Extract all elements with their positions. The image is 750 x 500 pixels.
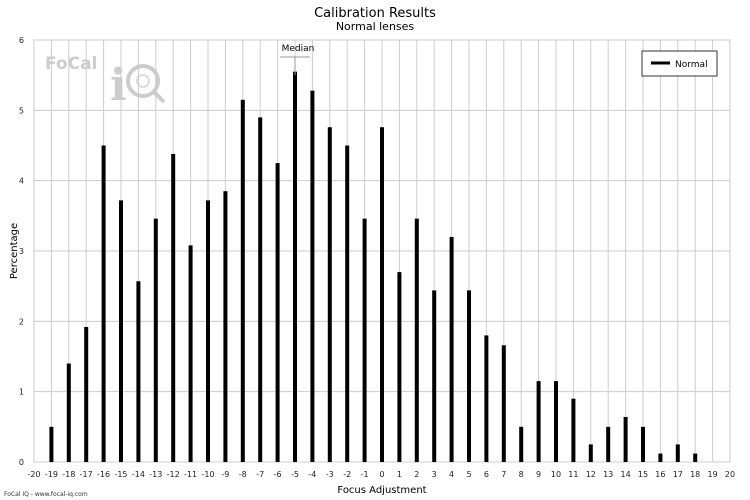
x-tick-label: 5 <box>466 470 471 479</box>
watermark-logo: FoCal i <box>45 54 166 111</box>
y-axis-label: Percentage <box>9 223 20 279</box>
x-tick-label: -17 <box>80 470 93 479</box>
y-tick-label: 2 <box>19 317 24 326</box>
bar <box>658 453 663 462</box>
bar <box>293 71 297 463</box>
x-tick-label: 9 <box>536 470 541 479</box>
bar <box>675 444 680 462</box>
y-tick-label: 5 <box>19 106 24 115</box>
bar <box>536 381 541 462</box>
svg-text:i: i <box>110 60 127 111</box>
x-tick-label: -14 <box>132 470 145 479</box>
x-tick-label: -4 <box>308 470 316 479</box>
bar <box>554 381 558 462</box>
bar <box>310 90 315 462</box>
bar <box>101 145 106 462</box>
x-tick-label: 2 <box>414 470 419 479</box>
y-tick-label: 1 <box>19 388 24 397</box>
x-tick-label: -3 <box>326 470 334 479</box>
bar <box>397 272 402 462</box>
x-tick-label: 4 <box>449 470 454 479</box>
x-tick-label: 10 <box>551 470 561 479</box>
x-tick-label: -10 <box>201 470 214 479</box>
x-tick-label: 1 <box>397 470 402 479</box>
x-tick-label: -11 <box>184 470 197 479</box>
bar <box>432 290 437 462</box>
x-tick-label: -6 <box>274 470 282 479</box>
bar <box>188 245 193 462</box>
bar <box>171 153 176 462</box>
x-tick-label: 16 <box>655 470 665 479</box>
y-tick-label: 3 <box>19 247 24 256</box>
bar <box>380 127 384 463</box>
x-tick-label: -12 <box>167 470 180 479</box>
bar <box>84 326 89 462</box>
legend-entry-normal: Normal <box>675 60 708 70</box>
chart-subtitle: Normal lenses <box>336 20 415 33</box>
x-tick-label: 20 <box>725 470 735 479</box>
x-tick-label: 3 <box>432 470 437 479</box>
bar <box>136 281 141 462</box>
bar <box>588 444 593 462</box>
x-tick-label: -18 <box>62 470 75 479</box>
x-tick-label: -19 <box>45 470 58 479</box>
x-tick-label: 6 <box>484 470 489 479</box>
x-tick-label: 17 <box>673 470 683 479</box>
bar <box>467 290 471 462</box>
bar <box>345 145 350 462</box>
y-tick-label: 4 <box>19 177 24 186</box>
bar <box>362 218 367 462</box>
x-axis-label: Focus Adjustment <box>337 485 426 496</box>
bar <box>484 335 489 462</box>
chart-title: Calibration Results <box>314 6 436 21</box>
bar <box>49 426 54 462</box>
median-label: Median <box>282 44 315 54</box>
x-tick-label: -7 <box>256 470 264 479</box>
x-tick-label: 7 <box>501 470 506 479</box>
bar <box>641 426 645 462</box>
bar <box>223 191 228 462</box>
bar <box>623 416 628 462</box>
x-tick-label: -9 <box>221 470 229 479</box>
bar <box>258 117 263 462</box>
bar <box>606 426 611 462</box>
footer-text: FoCal IQ - www.focal-iq.com <box>4 491 88 498</box>
bar <box>119 200 123 463</box>
bar <box>414 218 419 462</box>
x-tick-label: 15 <box>638 470 648 479</box>
bar <box>153 218 158 462</box>
bar <box>501 345 506 462</box>
bar <box>275 163 280 463</box>
bar <box>693 453 698 462</box>
bar <box>449 236 454 462</box>
bar <box>519 426 524 462</box>
x-tick-label: -8 <box>239 470 247 479</box>
x-tick-label: -13 <box>149 470 162 479</box>
x-tick-label: -5 <box>291 470 299 479</box>
bar <box>327 127 332 463</box>
y-tick-label: 6 <box>19 36 24 45</box>
x-tick-label: -16 <box>97 470 110 479</box>
x-tick-label: -20 <box>27 470 40 479</box>
svg-text:FoCal: FoCal <box>45 54 97 74</box>
bar <box>206 200 210 463</box>
x-tick-label: 11 <box>568 470 578 479</box>
x-tick-label: -2 <box>343 470 351 479</box>
legend: Normal <box>641 50 718 77</box>
x-tick-label: 19 <box>708 470 718 479</box>
x-tick-label: 12 <box>586 470 596 479</box>
x-tick-label: 18 <box>690 470 700 479</box>
x-tick-label: -15 <box>114 470 127 479</box>
x-tick-label: -1 <box>361 470 369 479</box>
x-tick-label: 13 <box>603 470 613 479</box>
bar <box>571 398 576 462</box>
bar <box>66 363 71 462</box>
x-tick-label: 14 <box>621 470 631 479</box>
x-tick-label: 8 <box>519 470 524 479</box>
y-tick-label: 0 <box>19 458 24 467</box>
x-tick-label: 0 <box>379 470 384 479</box>
bar <box>240 99 245 463</box>
